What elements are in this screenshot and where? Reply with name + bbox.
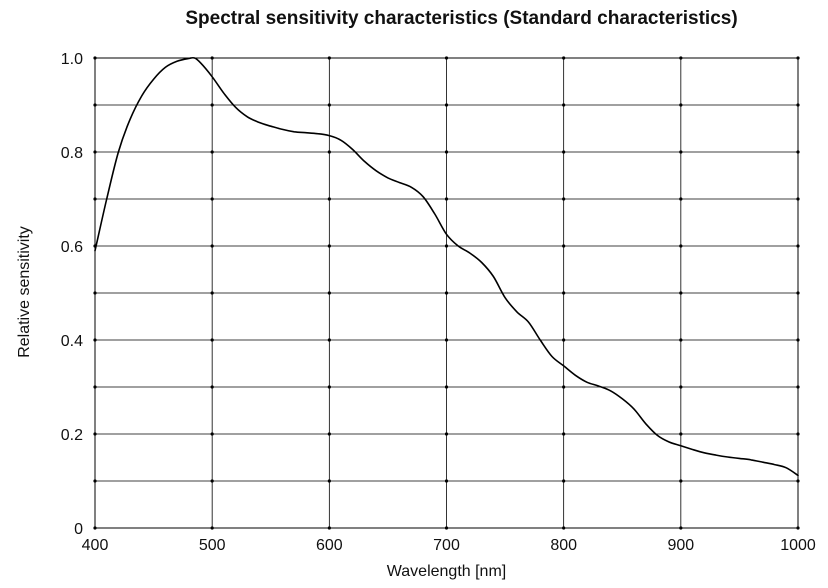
grid-dot	[210, 432, 214, 436]
grid-dot	[679, 385, 683, 389]
y-tick-label: 0.6	[61, 239, 83, 256]
x-tick-label: 500	[199, 537, 226, 554]
y-tick-label: 0	[74, 521, 83, 538]
grid-dot	[679, 479, 683, 483]
grid-dot	[327, 432, 331, 436]
grid-dot	[327, 103, 331, 107]
grid-dot	[210, 479, 214, 483]
grid-dot	[562, 432, 566, 436]
grid-dot	[210, 338, 214, 342]
grid-dot	[327, 197, 331, 201]
grid-dot	[679, 150, 683, 154]
x-tick-label: 700	[433, 537, 460, 554]
grid-dot	[679, 244, 683, 248]
grid-dot	[210, 244, 214, 248]
grid-dot	[562, 291, 566, 295]
grid-dot	[679, 291, 683, 295]
y-tick-label: 0.4	[61, 333, 83, 350]
grid-dot	[327, 385, 331, 389]
grid-dot	[562, 244, 566, 248]
grid-dot	[210, 385, 214, 389]
grid-dot	[679, 338, 683, 342]
tick-labels: 400 500 600 700 800 900 1000 0 0.2 0.4 0.6 0.8 1.0	[61, 51, 816, 554]
grid-dot	[210, 197, 214, 201]
grid-dot	[444, 291, 449, 295]
x-axis-label: Wavelength [nm]	[386, 563, 507, 580]
grid-dot	[444, 479, 449, 483]
grid-dot	[444, 150, 449, 154]
grid-dot	[679, 432, 683, 436]
y-tick-label: 1.0	[61, 51, 83, 68]
grid-dot	[679, 103, 683, 107]
x-tick-label: 800	[550, 537, 577, 554]
grid-dot	[562, 479, 566, 483]
grid-dot	[444, 103, 449, 107]
chart-title: Spectral sensitivity characteristics (St…	[185, 8, 738, 29]
plot-area-frame	[94, 57, 799, 529]
grid-dot	[562, 197, 566, 201]
grid-dot	[444, 338, 449, 342]
x-tick-label: 400	[82, 537, 109, 554]
grid-dot	[562, 150, 566, 154]
grid-dot	[444, 385, 449, 389]
grid-dot	[562, 385, 566, 389]
y-tick-label: 0.8	[61, 145, 83, 162]
grid-dot	[562, 103, 566, 107]
grid-dot	[327, 338, 331, 342]
grid-dot	[444, 197, 449, 201]
grid-dot	[562, 338, 566, 342]
grid-dot	[327, 291, 331, 295]
grid-dot	[210, 150, 214, 154]
grid-dot	[327, 150, 331, 154]
grid-dot	[210, 103, 214, 107]
grid-dot	[210, 291, 214, 295]
grid-dot	[444, 244, 449, 248]
grid-dot	[679, 197, 683, 201]
sensitivity-curve	[94, 56, 799, 477]
grid-dot	[444, 432, 449, 436]
x-tick-label: 600	[316, 537, 343, 554]
grid-dot	[327, 244, 331, 248]
y-axis-label: Relative sensitivity	[16, 226, 33, 358]
y-tick-label: 0.2	[61, 427, 83, 444]
grid-dot	[327, 479, 331, 483]
x-tick-label: 1000	[780, 537, 816, 554]
x-tick-label: 900	[667, 537, 694, 554]
